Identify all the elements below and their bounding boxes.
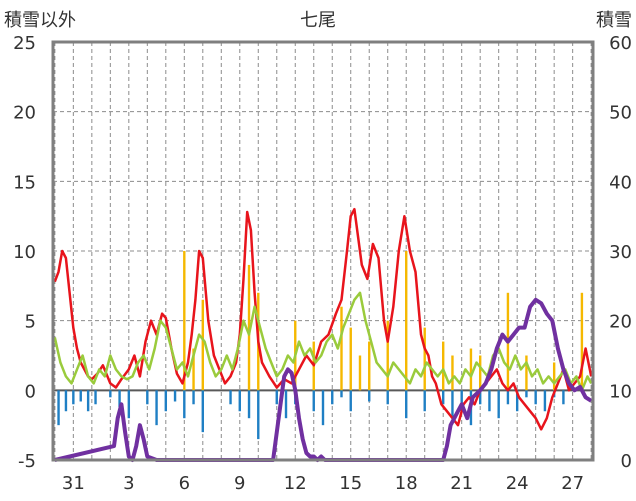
bar-series-3 — [386, 390, 389, 405]
left-tick-label: 0 — [25, 381, 36, 402]
x-ticks: 31 3 6 9 12 15 18 21 24 27 — [62, 473, 584, 494]
bar-series-2 — [525, 355, 528, 391]
bar-series-3 — [146, 390, 149, 405]
bar-series-2 — [247, 264, 251, 391]
bar-series-3 — [515, 390, 519, 412]
right-axis-label: 積雪 — [596, 10, 632, 31]
chart-title: 七尾 — [300, 10, 336, 31]
right-tick-label: 0 — [621, 451, 632, 472]
bar-series-3 — [284, 390, 288, 419]
bar-series-2 — [368, 341, 371, 391]
bar-series-3 — [562, 390, 565, 405]
right-tick-label: 60 — [609, 33, 632, 54]
x-tick-label: 9 — [234, 473, 245, 494]
bar-series-3 — [109, 390, 112, 398]
bar-series-2 — [423, 327, 426, 391]
right-tick-label: 40 — [609, 172, 632, 193]
left-ticks: -5 0 5 10 15 20 25 — [13, 33, 36, 472]
bar-series-2 — [349, 327, 352, 391]
bar-series-3 — [423, 390, 426, 412]
bar-series-3 — [534, 390, 537, 405]
bar-series-3 — [460, 390, 463, 412]
bar-series-3 — [64, 390, 68, 412]
bar-series-3 — [478, 390, 482, 405]
bar-series-3 — [79, 390, 82, 402]
bar-series-3 — [229, 390, 232, 405]
bar-series-2 — [451, 355, 454, 391]
bar-series-3 — [543, 390, 547, 412]
bar-series-2 — [340, 306, 343, 391]
bar-series-3 — [331, 390, 334, 405]
bar-series-2 — [201, 299, 204, 391]
line-series-4 — [54, 297, 593, 462]
left-tick-label: -5 — [18, 451, 36, 472]
bar-series-3 — [506, 390, 510, 405]
bar-series-2 — [183, 251, 186, 391]
bar-series-3 — [118, 390, 121, 408]
bar-series-2 — [478, 355, 482, 391]
bar-series-2 — [405, 251, 408, 391]
bar-series-2 — [469, 348, 473, 391]
bar-series-3 — [192, 390, 195, 405]
bar-series-3 — [127, 390, 131, 419]
bar-series-3 — [340, 390, 343, 398]
left-tick-label: 20 — [13, 103, 36, 124]
bar-series-3 — [442, 390, 445, 405]
bar-series-3 — [349, 390, 352, 412]
right-tick-label: 50 — [609, 103, 632, 124]
bar-series-3 — [525, 390, 528, 398]
bar-series-2 — [552, 362, 556, 391]
bar-series-3 — [488, 390, 491, 412]
x-tick-label: 31 — [62, 473, 85, 494]
right-tick-label: 10 — [609, 381, 632, 402]
bar-series-3 — [201, 390, 204, 433]
left-tick-label: 5 — [25, 312, 36, 333]
left-tick-label: 10 — [13, 242, 36, 263]
bar-series-3 — [183, 390, 186, 419]
bar-series-3 — [497, 390, 500, 419]
x-tick-label: 21 — [450, 473, 473, 494]
left-tick-label: 25 — [13, 33, 36, 54]
bar-series-3 — [72, 390, 75, 405]
bar-series-2 — [192, 348, 195, 391]
x-tick-label: 18 — [395, 473, 418, 494]
right-tick-label: 30 — [609, 242, 632, 263]
left-axis-label: 積雪以外 — [4, 10, 76, 31]
left-tick-label: 15 — [13, 172, 36, 193]
bar-series-3 — [164, 390, 168, 412]
plot-frame — [51, 40, 595, 462]
bar-series-3 — [368, 390, 371, 402]
x-tick-label: 15 — [339, 473, 362, 494]
bar-series-2 — [386, 320, 389, 391]
bar-series-3 — [86, 390, 90, 412]
bar-series-3 — [238, 390, 241, 412]
bar-series-3 — [57, 390, 60, 426]
bar-series-2 — [442, 341, 445, 391]
bar-series-3 — [321, 390, 325, 426]
bar-series-3 — [247, 390, 251, 419]
line-series-0 — [53, 207, 593, 431]
x-tick-label: 6 — [179, 473, 190, 494]
right-tick-label: 20 — [609, 312, 632, 333]
x-tick-label: 24 — [506, 473, 529, 494]
right-ticks: 0 10 20 30 40 50 60 — [609, 33, 632, 472]
bar-series-3 — [405, 390, 408, 419]
bar-series-2 — [358, 355, 362, 391]
bar-series-3 — [155, 390, 158, 426]
bar-series-3 — [312, 390, 315, 412]
x-tick-label: 12 — [284, 473, 307, 494]
x-tick-label: 27 — [561, 473, 584, 494]
x-tick-label: 3 — [123, 473, 134, 494]
bar-series-2 — [580, 292, 584, 391]
bars — [57, 251, 584, 440]
bar-series-3 — [94, 390, 97, 405]
line-series-1 — [53, 291, 593, 392]
bar-series-3 — [451, 390, 454, 419]
bar-series-3 — [173, 390, 177, 402]
bar-series-3 — [275, 390, 278, 405]
bar-series-3 — [257, 390, 260, 440]
